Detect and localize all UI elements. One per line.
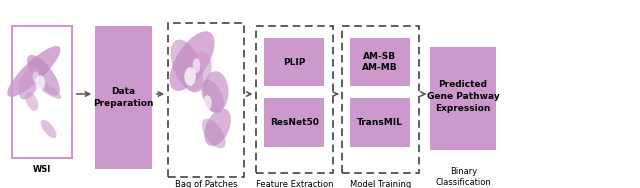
Text: Data
Preparation: Data Preparation <box>93 87 154 108</box>
Text: TransMIL: TransMIL <box>357 118 403 127</box>
Bar <box>264 98 324 147</box>
Bar <box>168 23 244 177</box>
Ellipse shape <box>193 58 200 73</box>
Ellipse shape <box>170 39 204 92</box>
Ellipse shape <box>170 31 214 91</box>
Ellipse shape <box>203 95 212 110</box>
Text: PLIP: PLIP <box>283 58 305 67</box>
Ellipse shape <box>202 119 226 149</box>
Bar <box>350 98 410 147</box>
Text: WSI: WSI <box>33 165 51 174</box>
Bar <box>95 26 152 169</box>
Ellipse shape <box>26 92 38 111</box>
Bar <box>264 38 324 86</box>
Text: AM-SB
AM-MB: AM-SB AM-MB <box>362 52 397 72</box>
Text: Bag of Patches: Bag of Patches <box>175 180 237 188</box>
Ellipse shape <box>204 109 231 146</box>
Ellipse shape <box>32 78 61 99</box>
Ellipse shape <box>35 75 45 90</box>
Ellipse shape <box>19 66 40 100</box>
Bar <box>342 26 419 173</box>
Ellipse shape <box>185 51 212 92</box>
Text: Feature Extraction: Feature Extraction <box>255 180 333 188</box>
Text: Model Training: Model Training <box>350 180 412 188</box>
Bar <box>430 47 496 150</box>
Text: ResNet50: ResNet50 <box>269 118 319 127</box>
Text: Binary
Classification: Binary Classification <box>435 167 492 187</box>
Ellipse shape <box>184 67 196 86</box>
Ellipse shape <box>33 71 39 83</box>
Ellipse shape <box>40 120 56 138</box>
Ellipse shape <box>7 46 60 97</box>
Ellipse shape <box>203 71 228 113</box>
Text: Predicted
Gene Pathway
Expression: Predicted Gene Pathway Expression <box>427 80 499 113</box>
Bar <box>12 26 72 158</box>
Ellipse shape <box>201 80 224 113</box>
Bar <box>256 26 333 173</box>
Bar <box>350 38 410 86</box>
Ellipse shape <box>27 55 60 96</box>
